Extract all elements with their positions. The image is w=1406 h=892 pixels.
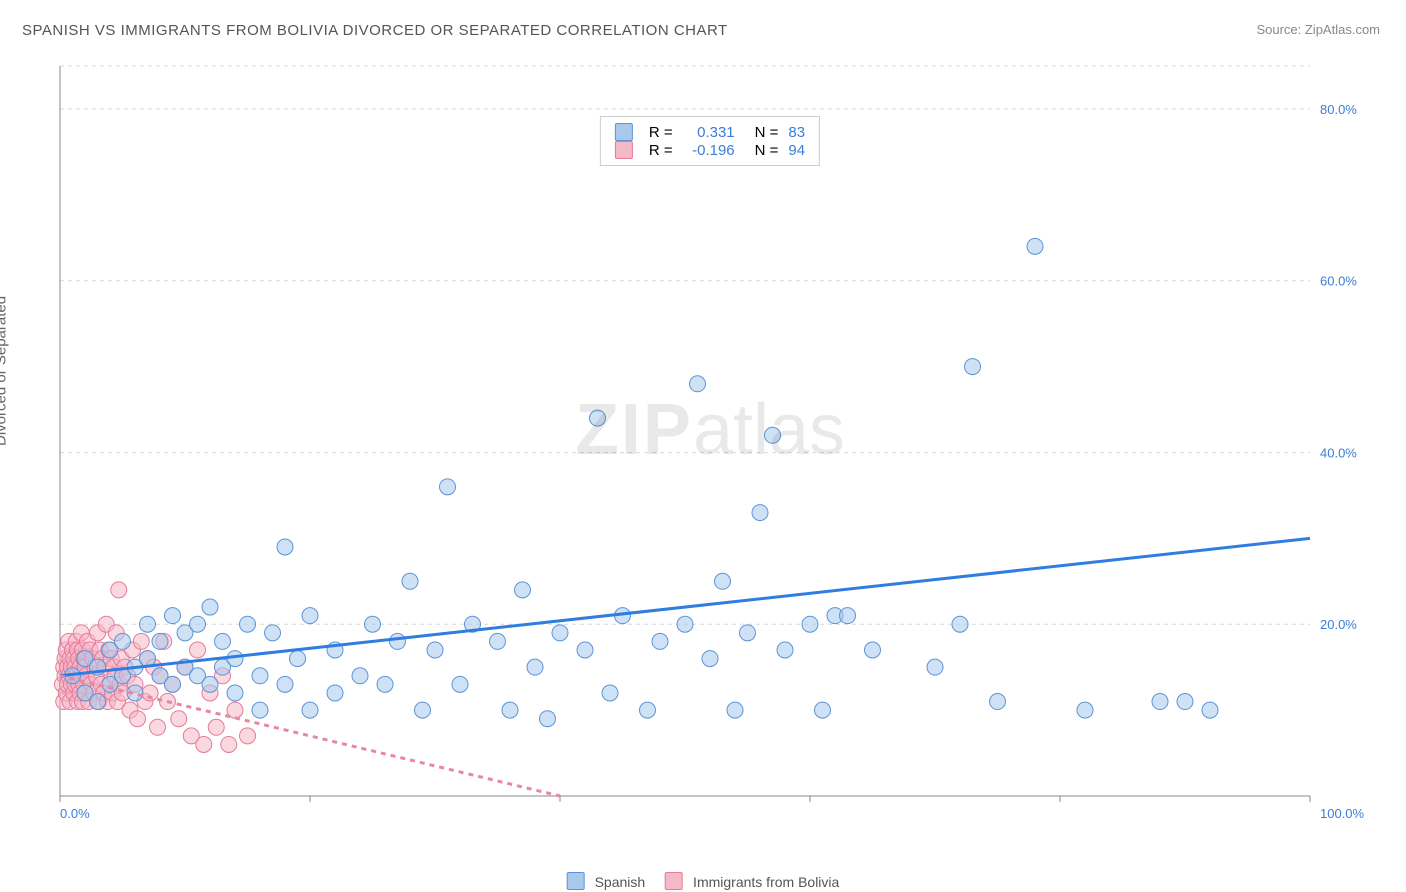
stats-row-spanish: R = 0.331 N = 83 xyxy=(615,123,805,141)
svg-text:20.0%: 20.0% xyxy=(1320,617,1357,632)
r-value: 0.331 xyxy=(683,124,735,141)
bottom-legend: Spanish Immigrants from Bolivia xyxy=(567,872,840,890)
chart-title: SPANISH VS IMMIGRANTS FROM BOLIVIA DIVOR… xyxy=(22,22,728,39)
legend-item-bolivia: Immigrants from Bolivia xyxy=(665,872,839,890)
n-value: 83 xyxy=(788,124,805,141)
swatch-bolivia xyxy=(615,141,633,159)
swatch-spanish xyxy=(567,872,585,890)
svg-text:80.0%: 80.0% xyxy=(1320,102,1357,117)
scatter-plot: 20.0%40.0%60.0%80.0%0.0%100.0% ZIPatlas … xyxy=(50,56,1370,836)
n-label: N = xyxy=(755,142,779,159)
source-label: Source: ZipAtlas.com xyxy=(1256,22,1380,37)
legend-item-spanish: Spanish xyxy=(567,872,645,890)
svg-text:60.0%: 60.0% xyxy=(1320,274,1357,289)
r-label: R = xyxy=(649,142,673,159)
swatch-bolivia xyxy=(665,872,683,890)
stats-row-bolivia: R = -0.196 N = 94 xyxy=(615,141,805,159)
svg-text:0.0%: 0.0% xyxy=(60,806,90,821)
svg-text:100.0%: 100.0% xyxy=(1320,806,1365,821)
n-label: N = xyxy=(755,124,779,141)
legend-label: Immigrants from Bolivia xyxy=(693,874,839,890)
chart-svg: 20.0% 40.0% 60.0% 80.0% 0.0% 100.0% xyxy=(50,56,1370,836)
svg-text:40.0%: 40.0% xyxy=(1320,445,1357,460)
n-value: 94 xyxy=(788,142,805,159)
y-axis-label: Divorced or Separated xyxy=(0,296,10,446)
r-label: R = xyxy=(649,124,673,141)
stats-legend: R = 0.331 N = 83 R = -0.196 N = 94 xyxy=(600,116,820,166)
swatch-spanish xyxy=(615,123,633,141)
legend-label: Spanish xyxy=(595,874,646,890)
r-value: -0.196 xyxy=(683,142,735,159)
